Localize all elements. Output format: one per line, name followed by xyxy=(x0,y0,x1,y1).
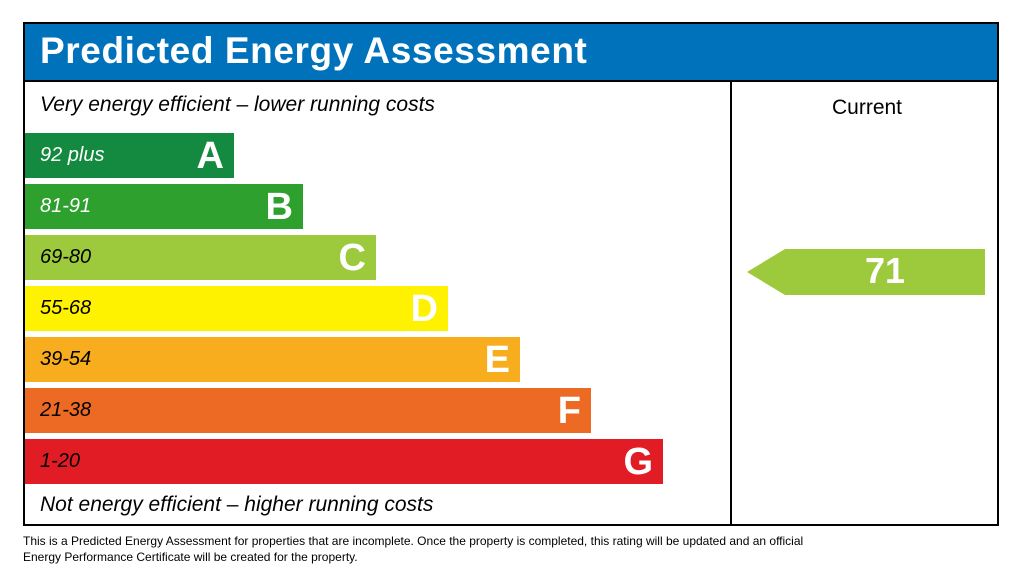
footnote: This is a Predicted Energy Assessment fo… xyxy=(23,534,804,564)
inefficient-caption: Not energy efficient – higher running co… xyxy=(40,493,434,516)
current-rating-arrow: 71 xyxy=(747,249,985,295)
band-letter: A xyxy=(196,135,224,177)
band-range-label: 81-91 xyxy=(40,195,92,217)
efficient-caption: Very energy efficient – lower running co… xyxy=(40,93,435,116)
band-range-label: 92 plus xyxy=(40,144,105,166)
band-f: 21-38 F xyxy=(25,388,591,433)
band-letter: G xyxy=(623,441,653,483)
band-b: 81-91 B xyxy=(25,184,303,229)
current-rating-value: 71 xyxy=(864,250,906,291)
band-range-label: 39-54 xyxy=(40,348,92,370)
band-c: 69-80 C xyxy=(25,235,376,280)
band-range-label: 21-38 xyxy=(40,399,92,421)
chart-header: Predicted Energy Assessment xyxy=(25,24,997,82)
band-letter: F xyxy=(557,390,581,432)
current-column-label: Current xyxy=(831,96,903,119)
band-d: 55-68 D xyxy=(25,286,448,331)
band-letter: B xyxy=(265,186,293,228)
column-divider xyxy=(730,81,732,524)
band-a: 92 plus A xyxy=(25,133,234,178)
band-g: 1-20 G xyxy=(25,439,663,484)
band-letter: C xyxy=(338,237,366,279)
epc-chart-frame: Predicted Energy Assessment Very energy … xyxy=(23,22,999,526)
chart-title: Predicted Energy Assessment xyxy=(40,30,588,71)
band-letter: D xyxy=(410,288,438,330)
current-rating-arrow-shape xyxy=(747,249,985,295)
band-letter: E xyxy=(484,339,510,381)
band-range-label: 55-68 xyxy=(40,297,92,319)
band-e: 39-54 E xyxy=(25,337,520,382)
band-range-label: 69-80 xyxy=(40,246,92,268)
band-range-label: 1-20 xyxy=(40,450,81,472)
